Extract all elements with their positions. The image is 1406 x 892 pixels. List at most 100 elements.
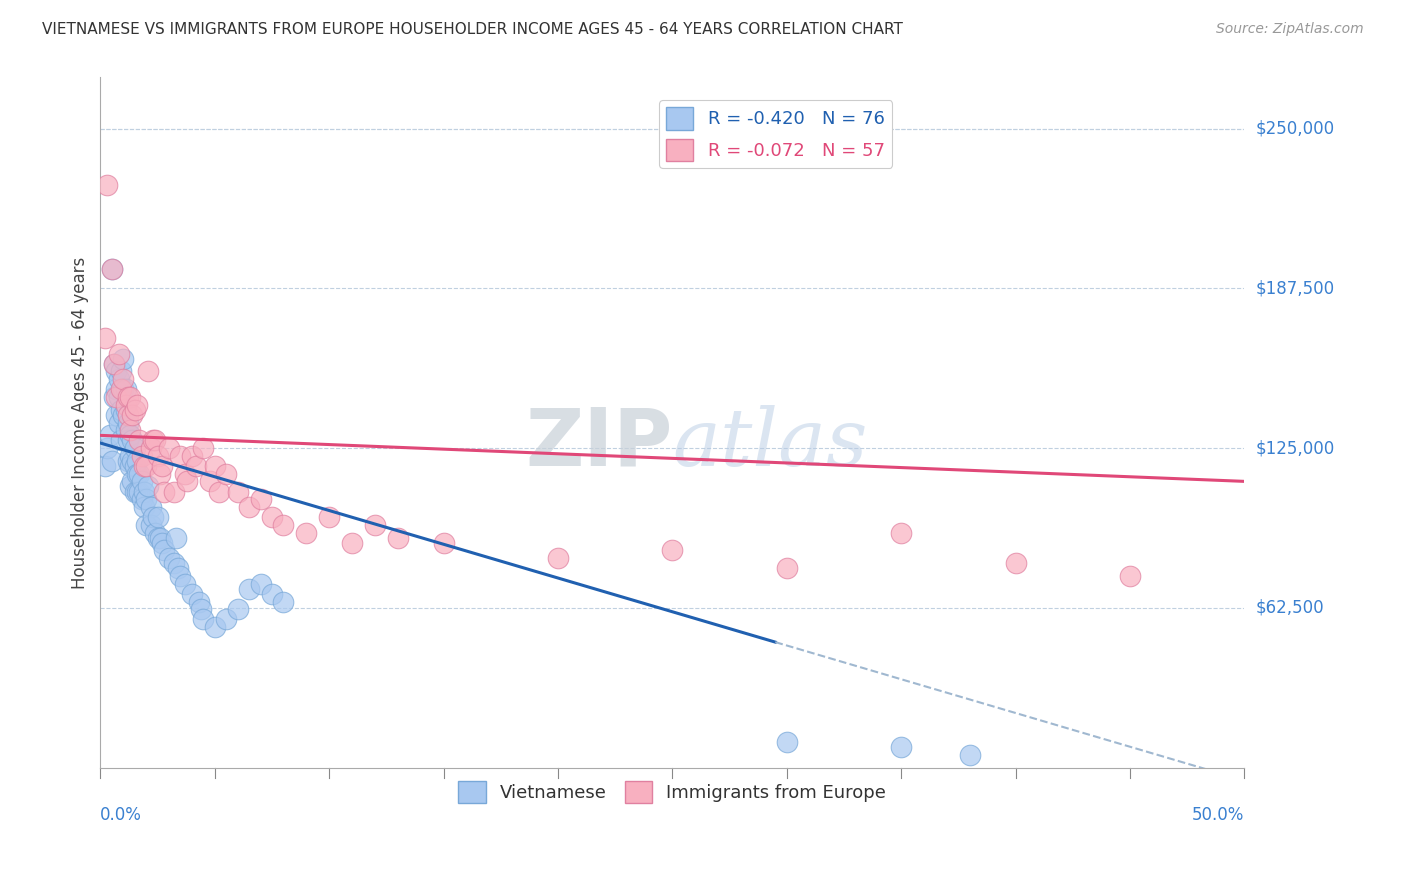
Point: [125, 484, 148, 499]
Text: ZIP: ZIP: [524, 404, 672, 483]
Point: [120, 449, 142, 463]
Point: [107, 346, 129, 360]
Point: [149, 531, 172, 545]
Point: [94, 331, 117, 345]
Text: $187,500: $187,500: [1256, 279, 1334, 297]
Point: [125, 398, 148, 412]
Point: [142, 434, 165, 448]
Point: [157, 441, 180, 455]
Point: [114, 402, 136, 417]
Text: $125,000: $125,000: [1256, 439, 1334, 457]
Point: [124, 441, 146, 455]
Point: [174, 467, 197, 481]
Point: [143, 434, 166, 448]
Point: [187, 594, 209, 608]
Point: [153, 543, 176, 558]
Point: [260, 587, 283, 601]
Point: [114, 398, 136, 412]
Point: [167, 561, 190, 575]
Point: [547, 551, 569, 566]
Point: [121, 454, 143, 468]
Text: $250,000: $250,000: [1256, 120, 1334, 137]
Point: [180, 449, 202, 463]
Point: [165, 531, 187, 545]
Point: [186, 458, 208, 473]
Point: [260, 510, 283, 524]
Point: [110, 382, 132, 396]
Point: [169, 449, 191, 463]
Point: [150, 535, 173, 549]
Point: [132, 484, 155, 499]
Point: [157, 551, 180, 566]
Point: [101, 454, 124, 468]
Point: [273, 517, 295, 532]
Point: [103, 357, 125, 371]
Point: [776, 735, 799, 749]
Point: [138, 364, 160, 378]
Point: [387, 531, 409, 545]
Point: [176, 475, 198, 489]
Point: [128, 467, 150, 481]
Point: [135, 517, 157, 532]
Point: [114, 423, 136, 437]
Point: [128, 484, 150, 499]
Point: [121, 475, 143, 489]
Point: [169, 569, 191, 583]
Point: [110, 402, 132, 417]
Point: [112, 351, 135, 366]
Point: [142, 510, 165, 524]
Point: [249, 576, 271, 591]
Point: [132, 458, 155, 473]
Point: [105, 390, 128, 404]
Point: [146, 510, 169, 524]
Point: [193, 441, 215, 455]
Point: [120, 479, 142, 493]
Point: [153, 484, 176, 499]
Point: [101, 262, 124, 277]
Point: [112, 408, 135, 422]
Point: [215, 612, 238, 626]
Point: [105, 408, 128, 422]
Point: [150, 458, 173, 473]
Point: [273, 594, 295, 608]
Point: [143, 525, 166, 540]
Text: VIETNAMESE VS IMMIGRANTS FROM EUROPE HOUSEHOLDER INCOME AGES 45 - 64 YEARS CORRE: VIETNAMESE VS IMMIGRANTS FROM EUROPE HOU…: [42, 22, 903, 37]
Point: [190, 602, 212, 616]
Point: [131, 449, 153, 463]
Point: [162, 556, 184, 570]
Point: [117, 434, 139, 448]
Point: [959, 747, 981, 762]
Point: [139, 517, 162, 532]
Point: [198, 475, 221, 489]
Point: [117, 416, 139, 430]
Point: [238, 500, 260, 514]
Point: [135, 458, 157, 473]
Point: [96, 441, 118, 455]
Point: [124, 458, 146, 473]
Point: [128, 434, 150, 448]
Point: [249, 492, 271, 507]
Point: [135, 492, 157, 507]
Point: [98, 428, 121, 442]
Point: [112, 382, 135, 396]
Text: $62,500: $62,500: [1256, 599, 1324, 617]
Point: [340, 535, 363, 549]
Point: [110, 434, 132, 448]
Point: [105, 382, 128, 396]
Point: [114, 382, 136, 396]
Point: [364, 517, 387, 532]
Point: [138, 479, 160, 493]
Point: [204, 458, 226, 473]
Point: [776, 561, 799, 575]
Point: [1004, 556, 1026, 570]
Point: [146, 531, 169, 545]
Point: [101, 262, 124, 277]
Point: [107, 416, 129, 430]
Point: [162, 484, 184, 499]
Point: [226, 602, 249, 616]
Point: [121, 434, 143, 448]
Point: [890, 740, 912, 755]
Point: [110, 364, 132, 378]
Point: [432, 535, 454, 549]
Point: [124, 402, 146, 417]
